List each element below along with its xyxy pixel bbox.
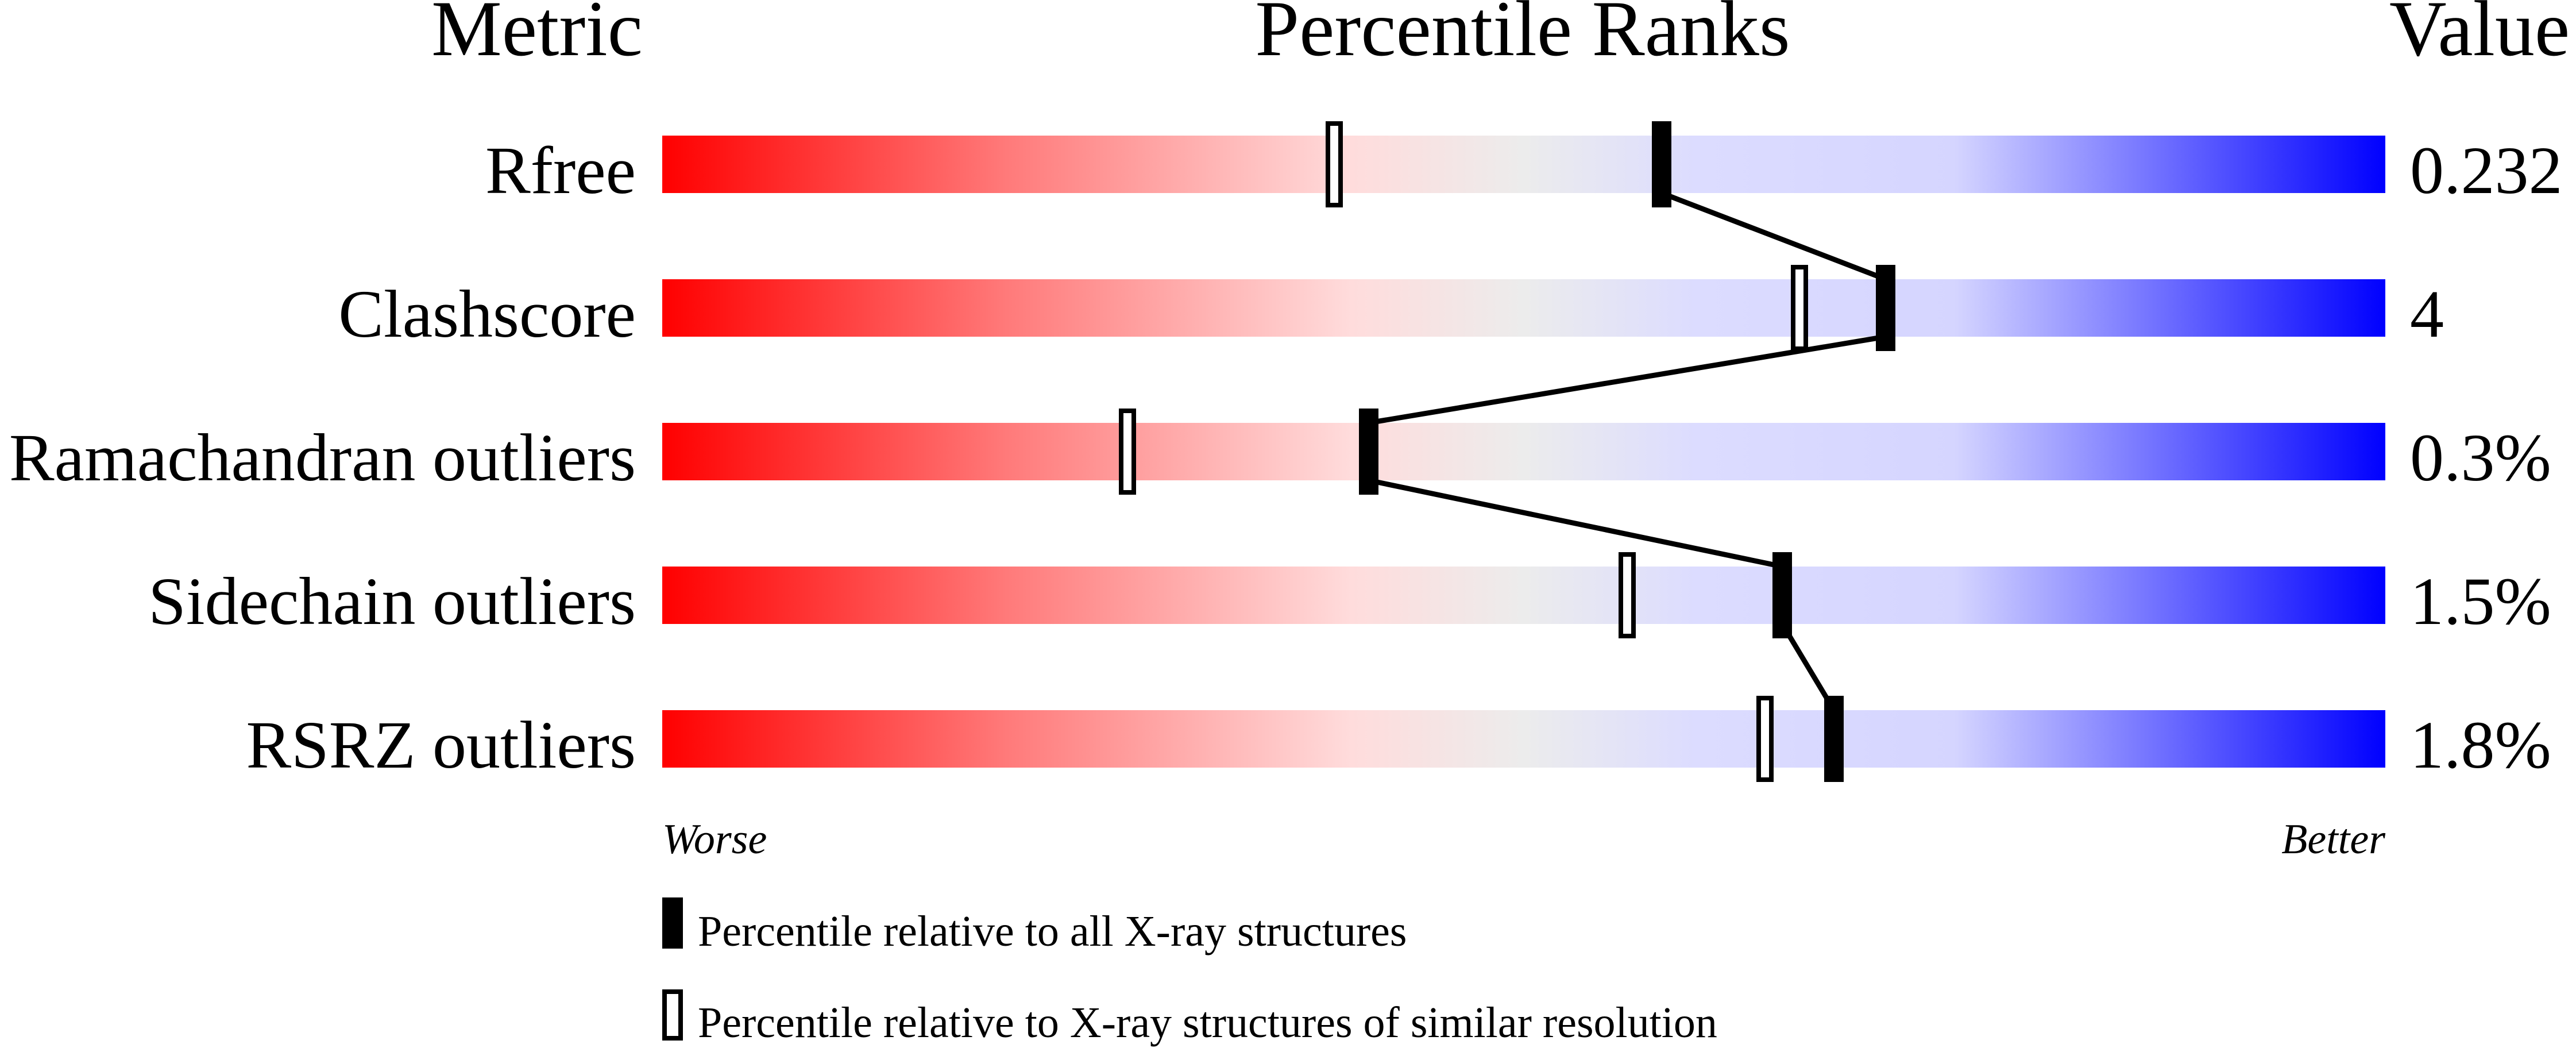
percentile-bar xyxy=(662,710,2385,768)
connector-line xyxy=(1660,190,1887,282)
header-value: Value xyxy=(2389,0,2570,72)
value-label: 1.8% xyxy=(2410,707,2551,783)
legend-open-marker xyxy=(662,989,683,1041)
metric-label: Sidechain outliers xyxy=(148,564,636,639)
marker-similar-resolution xyxy=(1119,409,1136,495)
marker-all-structures xyxy=(1772,552,1792,638)
percentile-bar xyxy=(662,423,2385,480)
value-label: 4 xyxy=(2410,276,2444,352)
row-rfree: Rfree 0.232 xyxy=(485,133,2563,208)
value-label: 0.232 xyxy=(2410,133,2563,208)
metric-label: Ramachandran outliers xyxy=(9,420,636,495)
legend-filled-marker xyxy=(662,897,683,949)
metric-label: Clashscore xyxy=(338,276,636,352)
legend-label-all: Percentile relative to all X-ray structu… xyxy=(698,907,1407,955)
percentile-bar xyxy=(662,279,2385,337)
marker-similar-resolution xyxy=(1326,121,1343,207)
worse-label: Worse xyxy=(662,816,767,863)
value-label: 0.3% xyxy=(2410,420,2551,495)
value-label: 1.5% xyxy=(2410,564,2551,639)
marker-similar-resolution xyxy=(1619,552,1636,638)
row-ramachandran-outliers: Ramachandran outliers 0.3% xyxy=(9,420,2551,495)
row-sidechain-outliers: Sidechain outliers 1.5% xyxy=(148,564,2551,639)
marker-all-structures xyxy=(1876,265,1895,351)
connector-line xyxy=(1368,477,1783,569)
markers xyxy=(1119,121,1895,782)
metric-label: Rfree xyxy=(485,133,636,208)
legend: Percentile relative to all X-ray structu… xyxy=(662,897,1717,1047)
marker-all-structures xyxy=(1652,121,1671,207)
header-metric: Metric xyxy=(431,0,643,72)
better-label: Better xyxy=(2281,816,2386,863)
marker-all-structures xyxy=(1824,696,1844,782)
marker-similar-resolution xyxy=(1791,265,1808,351)
row-rsrz-outliers: RSRZ outliers 1.8% xyxy=(246,707,2551,783)
header-percentile-ranks: Percentile Ranks xyxy=(1255,0,1790,72)
marker-all-structures xyxy=(1359,409,1378,495)
legend-label-similar: Percentile relative to X-ray structures … xyxy=(698,999,1717,1047)
rows: Rfree 0.232 Clashscore 4 Ramachandran outlie… xyxy=(9,133,2563,783)
percentile-bar xyxy=(662,136,2385,193)
metric-label: RSRZ outliers xyxy=(246,707,636,783)
marker-similar-resolution xyxy=(1756,696,1774,782)
row-clashscore: Clashscore 4 xyxy=(338,276,2444,352)
percentile-bar xyxy=(662,567,2385,624)
